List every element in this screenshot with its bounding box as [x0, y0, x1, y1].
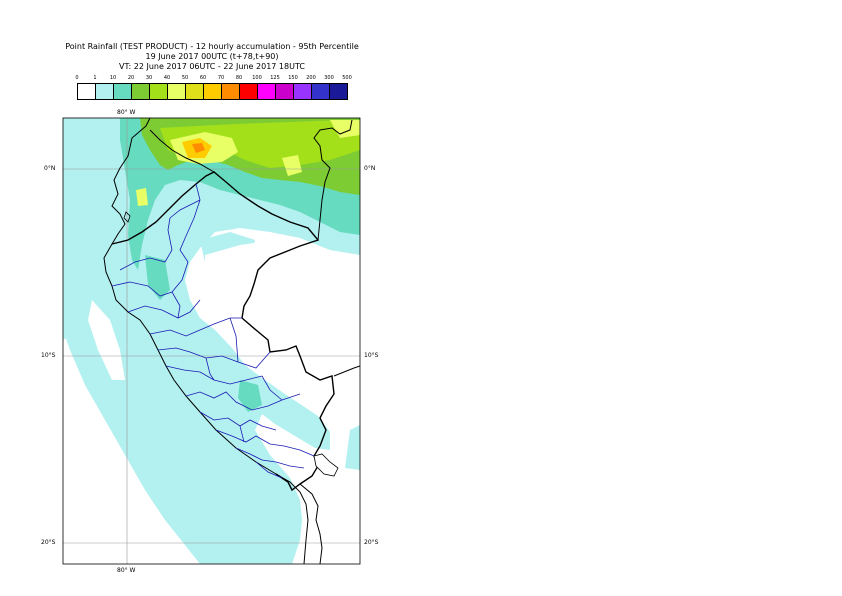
legend-threshold-label: 10 — [109, 75, 117, 81]
lon-label-top: 80° W — [117, 109, 136, 116]
lat-label-left-20: 20°S — [41, 539, 56, 546]
legend-threshold-label: 20 — [127, 75, 135, 81]
brazil-bolivia-border — [333, 365, 360, 377]
legend-threshold-label: 40 — [163, 75, 171, 81]
peru-border — [111, 171, 335, 492]
lat-label-right-10: 10°S — [364, 352, 379, 359]
legend-threshold-label: 125 — [270, 75, 280, 81]
legend-threshold-label: 0 — [75, 75, 79, 81]
lat-label-left-10: 10°S — [41, 352, 56, 359]
legend-threshold-label: 50 — [181, 75, 189, 81]
rain-field-heavier — [160, 120, 360, 168]
map-title: Point Rainfall (TEST PRODUCT) - 12 hourl… — [65, 42, 359, 51]
department-boundaries — [111, 183, 315, 479]
lat-label-left-0: 0°N — [44, 165, 56, 172]
lake-titicaca — [313, 453, 339, 477]
rain-field-intense-ne — [330, 120, 360, 138]
rain-field-light-4 — [345, 425, 360, 470]
rain-field-intense-e — [282, 155, 302, 176]
legend-threshold-label: 200 — [306, 75, 316, 81]
legend-threshold-label: 300 — [324, 75, 334, 81]
run-time-label: 19 June 2017 00UTC (t+78,t+90) — [145, 52, 279, 61]
legend-threshold-label: 100 — [252, 75, 262, 81]
legend-threshold-label: 150 — [288, 75, 298, 81]
bolivia-chile-border — [299, 483, 323, 564]
rain-peak-2 — [192, 143, 205, 153]
legend-threshold-label: 60 — [199, 75, 207, 81]
legend-threshold-label: 70 — [217, 75, 225, 81]
legend-threshold-label: 500 — [342, 75, 352, 81]
legend-threshold-label: 80 — [235, 75, 243, 81]
legend-color-swatch — [329, 83, 348, 100]
rain-field-moderate-south — [238, 380, 262, 412]
dry-area-ocean-2 — [88, 300, 125, 380]
lon-label-bottom: 80° W — [117, 567, 136, 574]
validity-time-label: VT: 22 June 2017 06UTC - 22 June 2017 18… — [119, 62, 305, 71]
map-frame — [62, 117, 361, 565]
legend-threshold-label: 30 — [145, 75, 153, 81]
rain-field-light-2 — [63, 240, 100, 340]
dry-area-interior — [205, 240, 360, 405]
lat-label-right-0: 0°N — [364, 165, 376, 172]
ecuador-colombia-border — [149, 129, 215, 173]
dry-area-ocean-1 — [63, 420, 165, 564]
colombia-brazil-border — [313, 119, 353, 241]
rain-peak-coast — [136, 188, 148, 206]
coastline-gulf — [123, 211, 131, 223]
legend-threshold-label: 1 — [93, 75, 97, 81]
lat-label-right-20: 20°S — [364, 539, 379, 546]
